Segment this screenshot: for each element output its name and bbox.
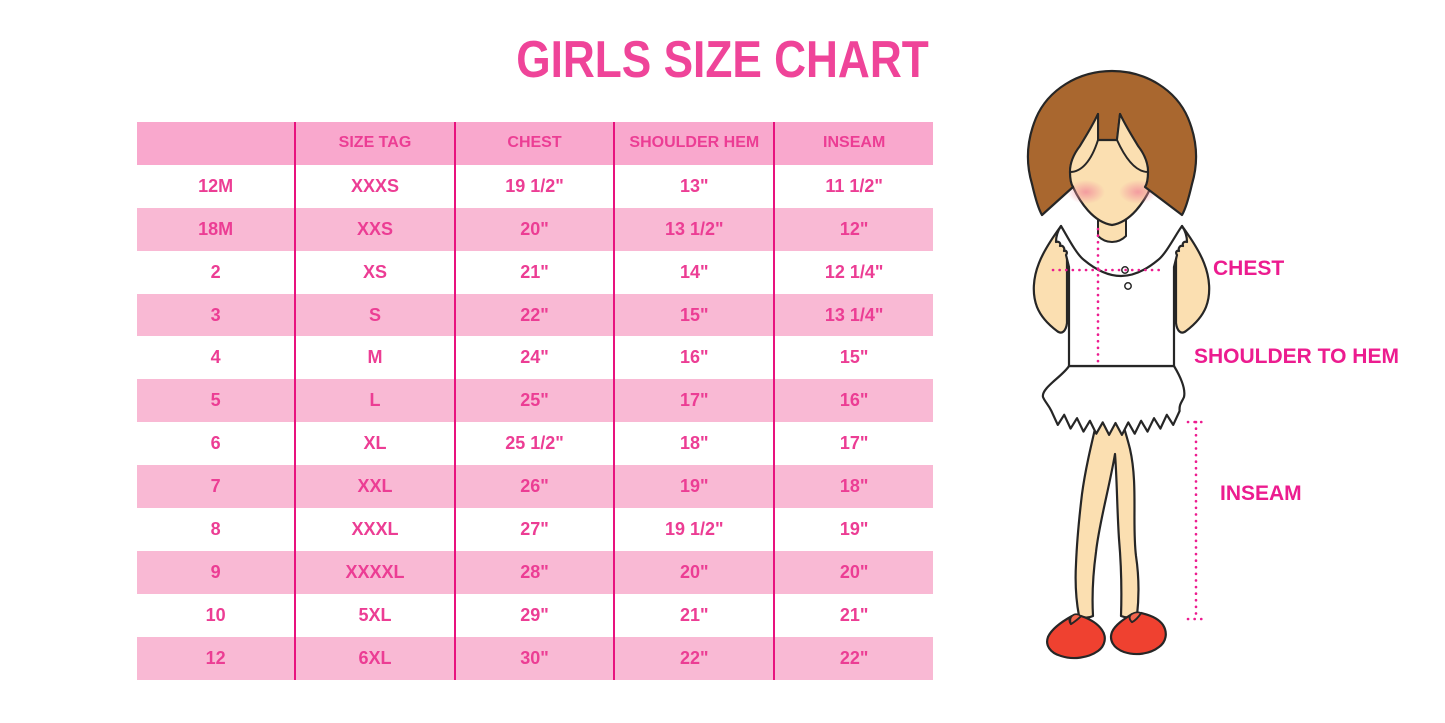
svg-text:CHEST: CHEST [1213,257,1284,280]
svg-text:SHOULDER TO HEM: SHOULDER TO HEM [1194,345,1399,368]
svg-text:INSEAM: INSEAM [1220,482,1302,505]
